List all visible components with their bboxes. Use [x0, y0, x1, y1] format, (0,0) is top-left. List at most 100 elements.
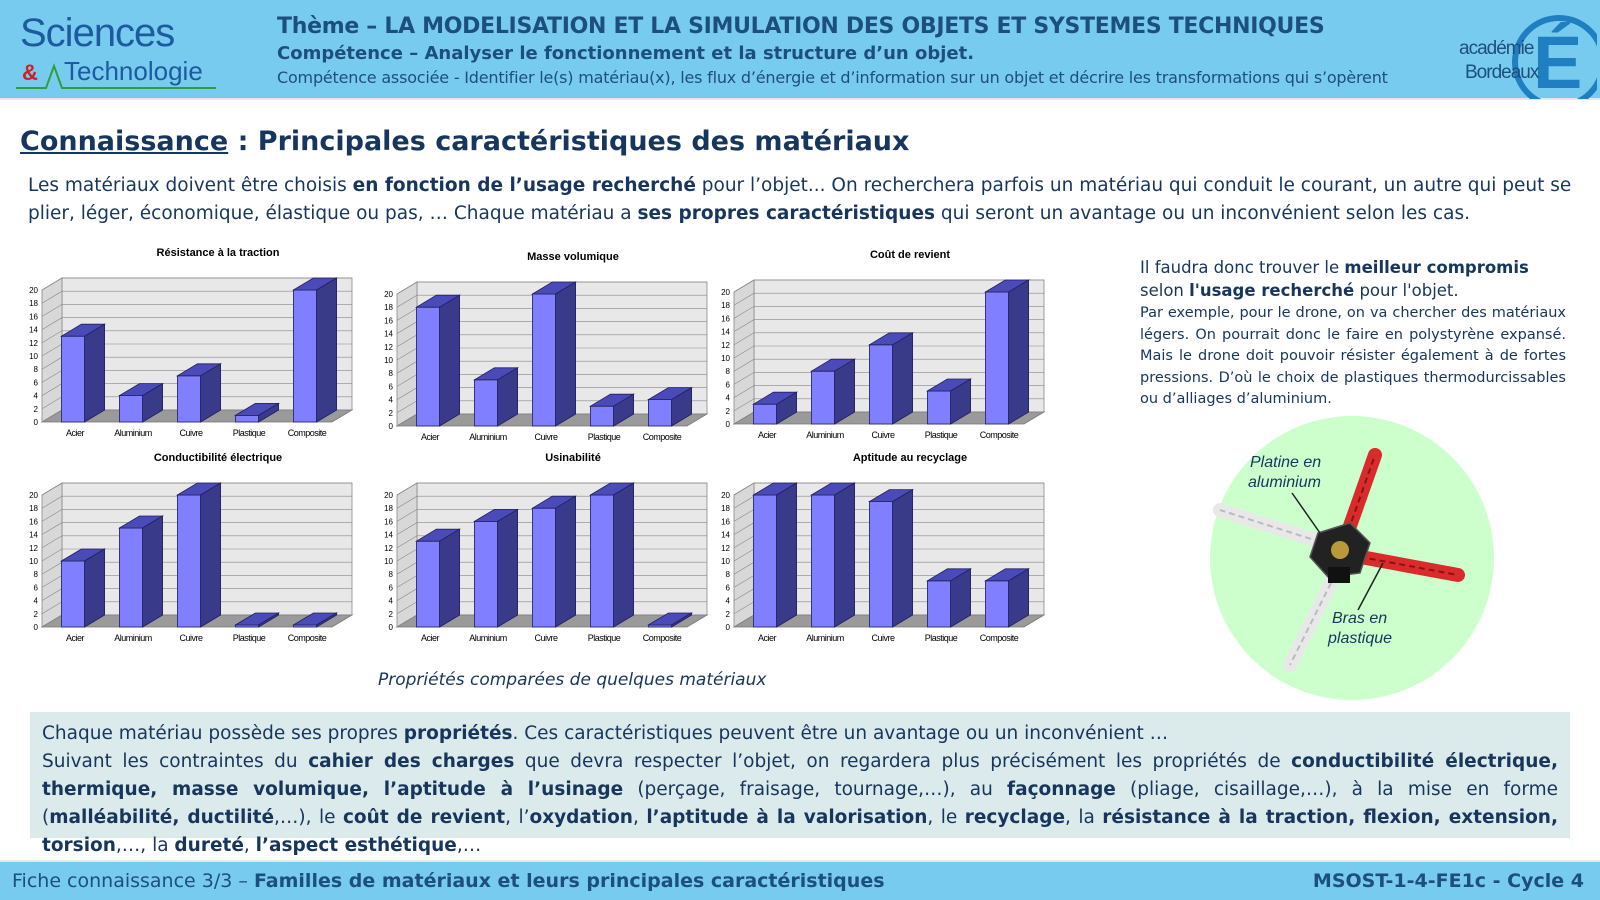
- chart-gridline: [41, 548, 352, 562]
- chart-x-label: Aluminium: [806, 430, 844, 440]
- chart-bar: [985, 291, 1010, 425]
- chart-y-tick: 20: [384, 290, 393, 299]
- footer-title: Fiche connaissance 3/3 – Familles de mat…: [12, 870, 885, 892]
- chart-y-tick: 18: [29, 504, 38, 513]
- chart-bar-side: [200, 363, 222, 423]
- chart-x-label: Cuivre: [871, 430, 895, 440]
- chart-bar: [927, 580, 952, 628]
- chart-y-tick: 6: [726, 380, 731, 389]
- chart-x-label: Plastique: [588, 432, 621, 442]
- chart-x-label: Acier: [66, 633, 85, 643]
- competence-heading: Compétence – Analyser le fonctionnement …: [277, 43, 975, 64]
- title-rest: : Principales caractéristiques des matér…: [228, 126, 910, 157]
- chart-5: Usinabilité 0 2 4 6 8 10 12 14 16 18 20 Acier Alumini…: [384, 452, 709, 643]
- summary-text: , le: [927, 807, 965, 828]
- chart-gridline: [733, 306, 1044, 319]
- side-text-2: selon: [1140, 281, 1190, 300]
- chart-gridline: [396, 294, 707, 308]
- summary-bold: oxydation: [529, 807, 633, 828]
- chart-y-tick: 0: [389, 623, 394, 632]
- chart-y-tick: 20: [29, 491, 38, 500]
- chart-bar-side: [555, 495, 576, 628]
- chart-bar-side: [200, 482, 222, 628]
- summary-bold: cahier des charges: [308, 751, 515, 772]
- summary-text: Chaque matériau possède ses propres: [42, 723, 404, 744]
- summary-text: , l’: [505, 807, 530, 828]
- chart-x-label: Plastique: [925, 633, 958, 643]
- chart-y-tick: 18: [384, 504, 393, 513]
- academie-bordeaux-logo: É académie Bordeaux: [1459, 15, 1597, 99]
- chart-x-label: Plastique: [588, 633, 621, 643]
- chart-y-tick: 14: [29, 531, 38, 540]
- drone-label-aluminium-line1: Platine en: [1250, 454, 1321, 471]
- chart-gridline: [733, 279, 1044, 293]
- chart-bar: [61, 335, 86, 423]
- chart-y-tick: 16: [29, 517, 38, 526]
- chart-bar: [811, 494, 836, 628]
- footer-reference: MSOST-1-4-FE1c - Cycle 4: [1312, 870, 1584, 892]
- logo-technologie-text: Technologie: [64, 56, 203, 86]
- side-text-block: Il faudra donc trouver le meilleur compr…: [1140, 256, 1566, 411]
- chart-x-label: Cuivre: [534, 432, 558, 442]
- associated-competence: Compétence associée - Identifier le(s) m…: [277, 68, 1388, 87]
- chart-y-tick: 2: [34, 405, 39, 414]
- chart-y-tick: 14: [721, 328, 730, 337]
- chart-y-tick: 4: [34, 392, 39, 401]
- summary-text: ,…), le: [274, 807, 343, 828]
- summary-bold: façonnage: [1007, 779, 1116, 800]
- chart-y-tick: 20: [721, 288, 730, 297]
- chart-y-tick: 2: [34, 610, 39, 619]
- chart-bar: [753, 494, 778, 628]
- chart-bar-side: [671, 612, 692, 628]
- chart-y-tick: 2: [726, 610, 731, 619]
- chart-gridline: [41, 277, 352, 291]
- summary-bold: propriétés: [403, 723, 513, 744]
- intro-text-1: Les matériaux doivent être choisis: [28, 175, 353, 196]
- chart-y-tick: 2: [389, 610, 394, 619]
- chart-bar: [119, 395, 144, 423]
- chart-y-tick: 6: [389, 382, 394, 391]
- chart-x-label: Composite: [980, 633, 1019, 643]
- chart-title: Conductibilité électrique: [154, 452, 282, 464]
- chart-title: Coût de revient: [870, 249, 950, 261]
- summary-bold: résistance à la traction, flexion, exten…: [42, 807, 1558, 856]
- chart-bar-side: [84, 323, 105, 423]
- academy-line2: Bordeaux: [1465, 62, 1540, 83]
- chart-gridline: [41, 495, 352, 509]
- chart-bar-side: [834, 358, 855, 425]
- chart-y-tick: 16: [384, 517, 393, 526]
- chart-y-tick: 0: [34, 418, 39, 427]
- chart-x-label: Aluminium: [114, 633, 152, 643]
- chart-bar: [61, 560, 86, 628]
- chart-bar: [473, 520, 498, 628]
- footer-title-bold: Familles de matériaux et leurs principal…: [253, 870, 885, 892]
- summary-text: ,…: [456, 835, 482, 856]
- logo-sciences-text: Sciences: [20, 11, 174, 55]
- chart-gridline: [41, 509, 352, 522]
- chart-y-tick: 2: [389, 409, 394, 418]
- charts-caption: Propriétés comparées de quelques matéria…: [378, 670, 767, 690]
- chart-y-tick: 0: [726, 623, 731, 632]
- summary-paragraph: Suivant les contraintes du cahier des ch…: [42, 748, 1558, 860]
- chart-bar: [415, 306, 440, 427]
- chart-gridline: [41, 304, 352, 317]
- chart-bar-side: [1008, 279, 1029, 425]
- drone-label-plastic-line2: plastique: [1327, 630, 1392, 647]
- chart-x-label: Plastique: [233, 633, 266, 643]
- chart-bar-side: [1008, 568, 1029, 628]
- chart-y-tick: 0: [726, 420, 731, 429]
- chart-x-label: Plastique: [233, 428, 266, 438]
- chart-y-tick: 16: [721, 314, 730, 323]
- chart-y-tick: 8: [389, 369, 394, 378]
- chart-y-tick: 6: [34, 583, 39, 592]
- chart-x-label: Composite: [980, 430, 1019, 440]
- logo-amp-text: &: [22, 60, 38, 85]
- chart-x-label: Aluminium: [806, 633, 844, 643]
- chart-y-tick: 10: [384, 356, 393, 365]
- chart-bar-side: [439, 528, 461, 628]
- chart-bar: [590, 405, 615, 427]
- chart-title: Résistance à la traction: [157, 247, 280, 259]
- academy-line1: académie: [1459, 38, 1534, 59]
- chart-bar-side: [555, 281, 576, 427]
- chart-x-label: Aluminium: [469, 432, 507, 442]
